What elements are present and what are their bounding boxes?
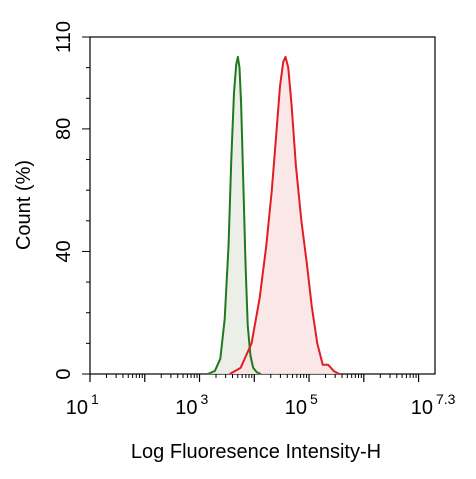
x-tick-label: 10 bbox=[285, 397, 307, 419]
series-layer bbox=[207, 55, 340, 375]
x-tick-label: 10 bbox=[66, 397, 88, 419]
plot-area bbox=[89, 36, 436, 375]
y-tick-label: 40 bbox=[53, 240, 75, 262]
x-tick-label: 10 bbox=[175, 397, 197, 419]
y-tick-label: 110 bbox=[53, 21, 75, 53]
x-tick-exponent: 3 bbox=[201, 391, 209, 407]
x-tick-exponent: 1 bbox=[91, 391, 99, 407]
x-axis: 10 1 10 3 10 5 10 7.3 bbox=[66, 374, 456, 419]
x-tick-exponent: 5 bbox=[310, 391, 318, 407]
series-1-area bbox=[229, 56, 340, 374]
y-axis-title: Count (%) bbox=[13, 160, 35, 250]
y-tick-label: 80 bbox=[53, 118, 75, 140]
series-0-area bbox=[207, 56, 261, 374]
x-tick-label: 10 bbox=[411, 397, 433, 419]
x-tick-exponent: 7.3 bbox=[436, 391, 456, 407]
series-1-line bbox=[229, 55, 340, 375]
y-tick-label: 0 bbox=[53, 368, 75, 379]
series-0-line bbox=[207, 55, 262, 375]
y-axis: 0 40 80 110 bbox=[53, 21, 90, 380]
x-axis-title: Log Fluoresence Intensity-H bbox=[131, 441, 381, 463]
